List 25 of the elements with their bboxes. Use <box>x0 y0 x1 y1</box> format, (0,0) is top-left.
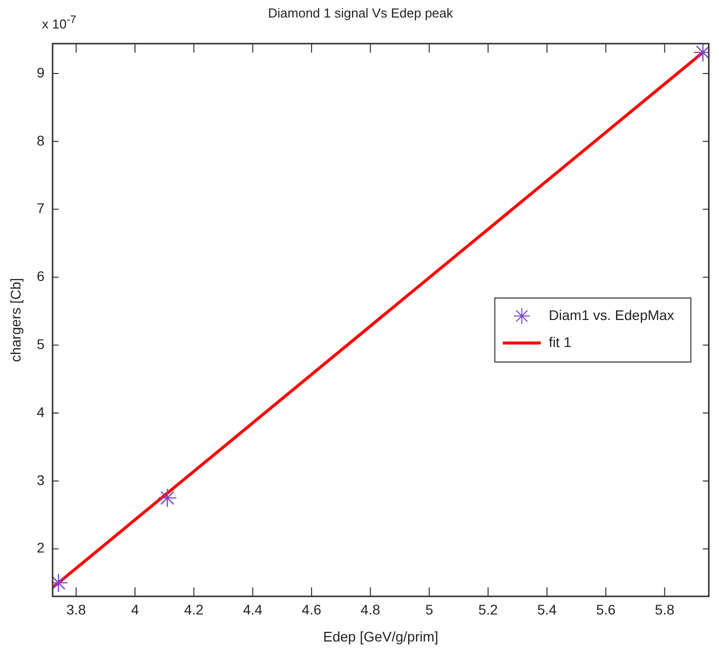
x-tick-label: 5.6 <box>596 602 616 618</box>
y-tick-label: 3 <box>36 472 45 488</box>
x-axis-title: Edep [GeV/g/prim] <box>323 628 438 644</box>
x-tick-label: 5 <box>425 602 434 618</box>
legend-label: fit 1 <box>548 334 572 350</box>
legend-label: Diam1 vs. EdepMax <box>548 306 674 323</box>
x-tick-label: 4 <box>131 602 140 618</box>
y-tick-label: 2 <box>36 540 45 556</box>
x-tick-label: 4.4 <box>242 602 263 618</box>
text: x 10$^{-7}$ <box>42 14 76 32</box>
y-tick-label: 9 <box>36 64 45 80</box>
y-tick-label: 4 <box>36 404 45 420</box>
y-tick-label: 5 <box>36 336 45 352</box>
x-tick-label: 4.2 <box>184 602 204 618</box>
x-tick-label: 5.4 <box>537 602 557 618</box>
x-tick-label: 5.8 <box>654 602 675 618</box>
y-tick-label: 8 <box>36 132 45 148</box>
x-tick-label: 4.6 <box>302 602 322 618</box>
y-axis-title: chargers [Cb] <box>7 278 24 362</box>
y-tick-label: 7 <box>36 200 45 216</box>
x-tick-label: 5.2 <box>478 602 498 618</box>
y-tick-label: 6 <box>36 268 45 284</box>
x-tick-label: 4.8 <box>360 602 380 618</box>
x-tick-label: 3.8 <box>66 602 86 618</box>
chart-title: Diamond 1 signal Vs Edep peak <box>268 5 454 20</box>
